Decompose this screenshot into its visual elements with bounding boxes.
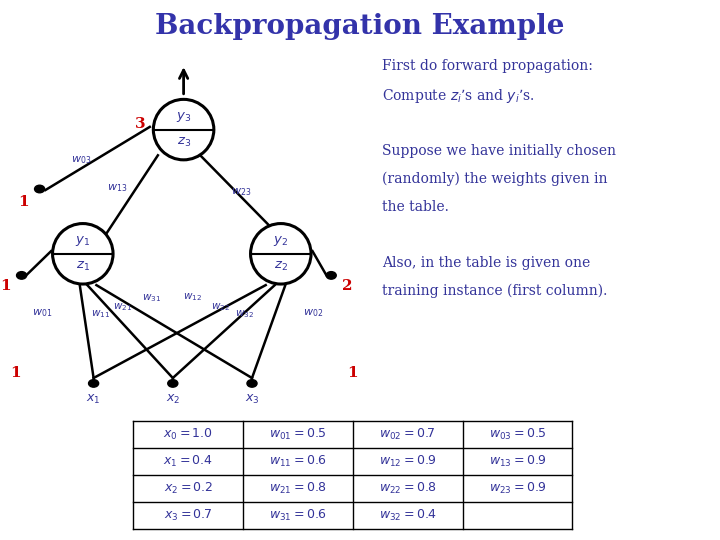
Text: $x_2 = 0.2$: $x_2 = 0.2$ xyxy=(163,481,212,496)
Text: $w_{01} = 0.5$: $w_{01} = 0.5$ xyxy=(269,427,327,442)
Text: (randomly) the weights given in: (randomly) the weights given in xyxy=(382,172,607,186)
Text: $z_1$: $z_1$ xyxy=(76,260,90,273)
Text: $x_3$: $x_3$ xyxy=(245,393,259,406)
Text: $x_3 = 0.7$: $x_3 = 0.7$ xyxy=(163,508,212,523)
Text: $z_2$: $z_2$ xyxy=(274,260,288,273)
Circle shape xyxy=(326,272,336,279)
Text: 3: 3 xyxy=(135,117,145,131)
Text: 1: 1 xyxy=(348,366,358,380)
Circle shape xyxy=(247,380,257,387)
Ellipse shape xyxy=(53,224,113,284)
Text: $w_{03} = 0.5$: $w_{03} = 0.5$ xyxy=(489,427,546,442)
Text: $w_{23} = 0.9$: $w_{23} = 0.9$ xyxy=(488,481,546,496)
Text: $x_1 = 0.4$: $x_1 = 0.4$ xyxy=(163,454,213,469)
Text: 1: 1 xyxy=(1,279,11,293)
Text: $w_{01}$: $w_{01}$ xyxy=(32,307,52,319)
Text: $x_0 = 1.0$: $x_0 = 1.0$ xyxy=(163,427,213,442)
Text: $z_3$: $z_3$ xyxy=(176,136,191,149)
Text: the table.: the table. xyxy=(382,200,449,214)
Text: 1: 1 xyxy=(19,195,29,210)
Text: 2: 2 xyxy=(342,279,352,293)
Text: First do forward propagation:: First do forward propagation: xyxy=(382,59,593,73)
Circle shape xyxy=(35,185,45,193)
Circle shape xyxy=(168,380,178,387)
Text: $w_{23}$: $w_{23}$ xyxy=(231,186,251,198)
Circle shape xyxy=(17,272,27,279)
Text: $y_1$: $y_1$ xyxy=(75,234,91,248)
Text: $w_{31} = 0.6$: $w_{31} = 0.6$ xyxy=(269,508,327,523)
Text: $w_{02} = 0.7$: $w_{02} = 0.7$ xyxy=(379,427,436,442)
Text: $x_2$: $x_2$ xyxy=(166,393,180,406)
Text: $w_{21} = 0.8$: $w_{21} = 0.8$ xyxy=(269,481,327,496)
Text: $x_1$: $x_1$ xyxy=(86,393,101,406)
Text: Suppose we have initially chosen: Suppose we have initially chosen xyxy=(382,144,616,158)
Text: $w_{32} = 0.4$: $w_{32} = 0.4$ xyxy=(379,508,437,523)
Text: training instance (first column).: training instance (first column). xyxy=(382,284,607,299)
Text: $w_{21}$: $w_{21}$ xyxy=(113,301,132,313)
Text: $w_{13}$: $w_{13}$ xyxy=(107,183,127,194)
Text: Backpropagation Example: Backpropagation Example xyxy=(156,14,564,40)
Text: $w_{22}$: $w_{22}$ xyxy=(211,301,230,313)
Text: $w_{12}$: $w_{12}$ xyxy=(184,291,202,303)
Text: $w_{13} = 0.9$: $w_{13} = 0.9$ xyxy=(488,454,546,469)
Text: $w_{12} = 0.9$: $w_{12} = 0.9$ xyxy=(379,454,437,469)
Text: $y_3$: $y_3$ xyxy=(176,110,192,124)
Ellipse shape xyxy=(251,224,311,284)
Circle shape xyxy=(89,380,99,387)
Text: $w_{11}$: $w_{11}$ xyxy=(91,308,110,320)
Text: $w_{11} = 0.6$: $w_{11} = 0.6$ xyxy=(269,454,327,469)
Text: $w_{32}$: $w_{32}$ xyxy=(235,308,254,320)
Text: $w_{03}$: $w_{03}$ xyxy=(71,154,91,166)
Ellipse shape xyxy=(153,99,214,160)
Text: $w_{22} = 0.8$: $w_{22} = 0.8$ xyxy=(379,481,436,496)
Text: $y_2$: $y_2$ xyxy=(274,234,288,248)
Text: $w_{31}$: $w_{31}$ xyxy=(142,292,161,304)
Text: $w_{02}$: $w_{02}$ xyxy=(303,307,323,319)
Text: 1: 1 xyxy=(11,366,21,380)
Text: Also, in the table is given one: Also, in the table is given one xyxy=(382,256,590,270)
Text: Compute $z_i$’s and $y_i$’s.: Compute $z_i$’s and $y_i$’s. xyxy=(382,87,534,105)
